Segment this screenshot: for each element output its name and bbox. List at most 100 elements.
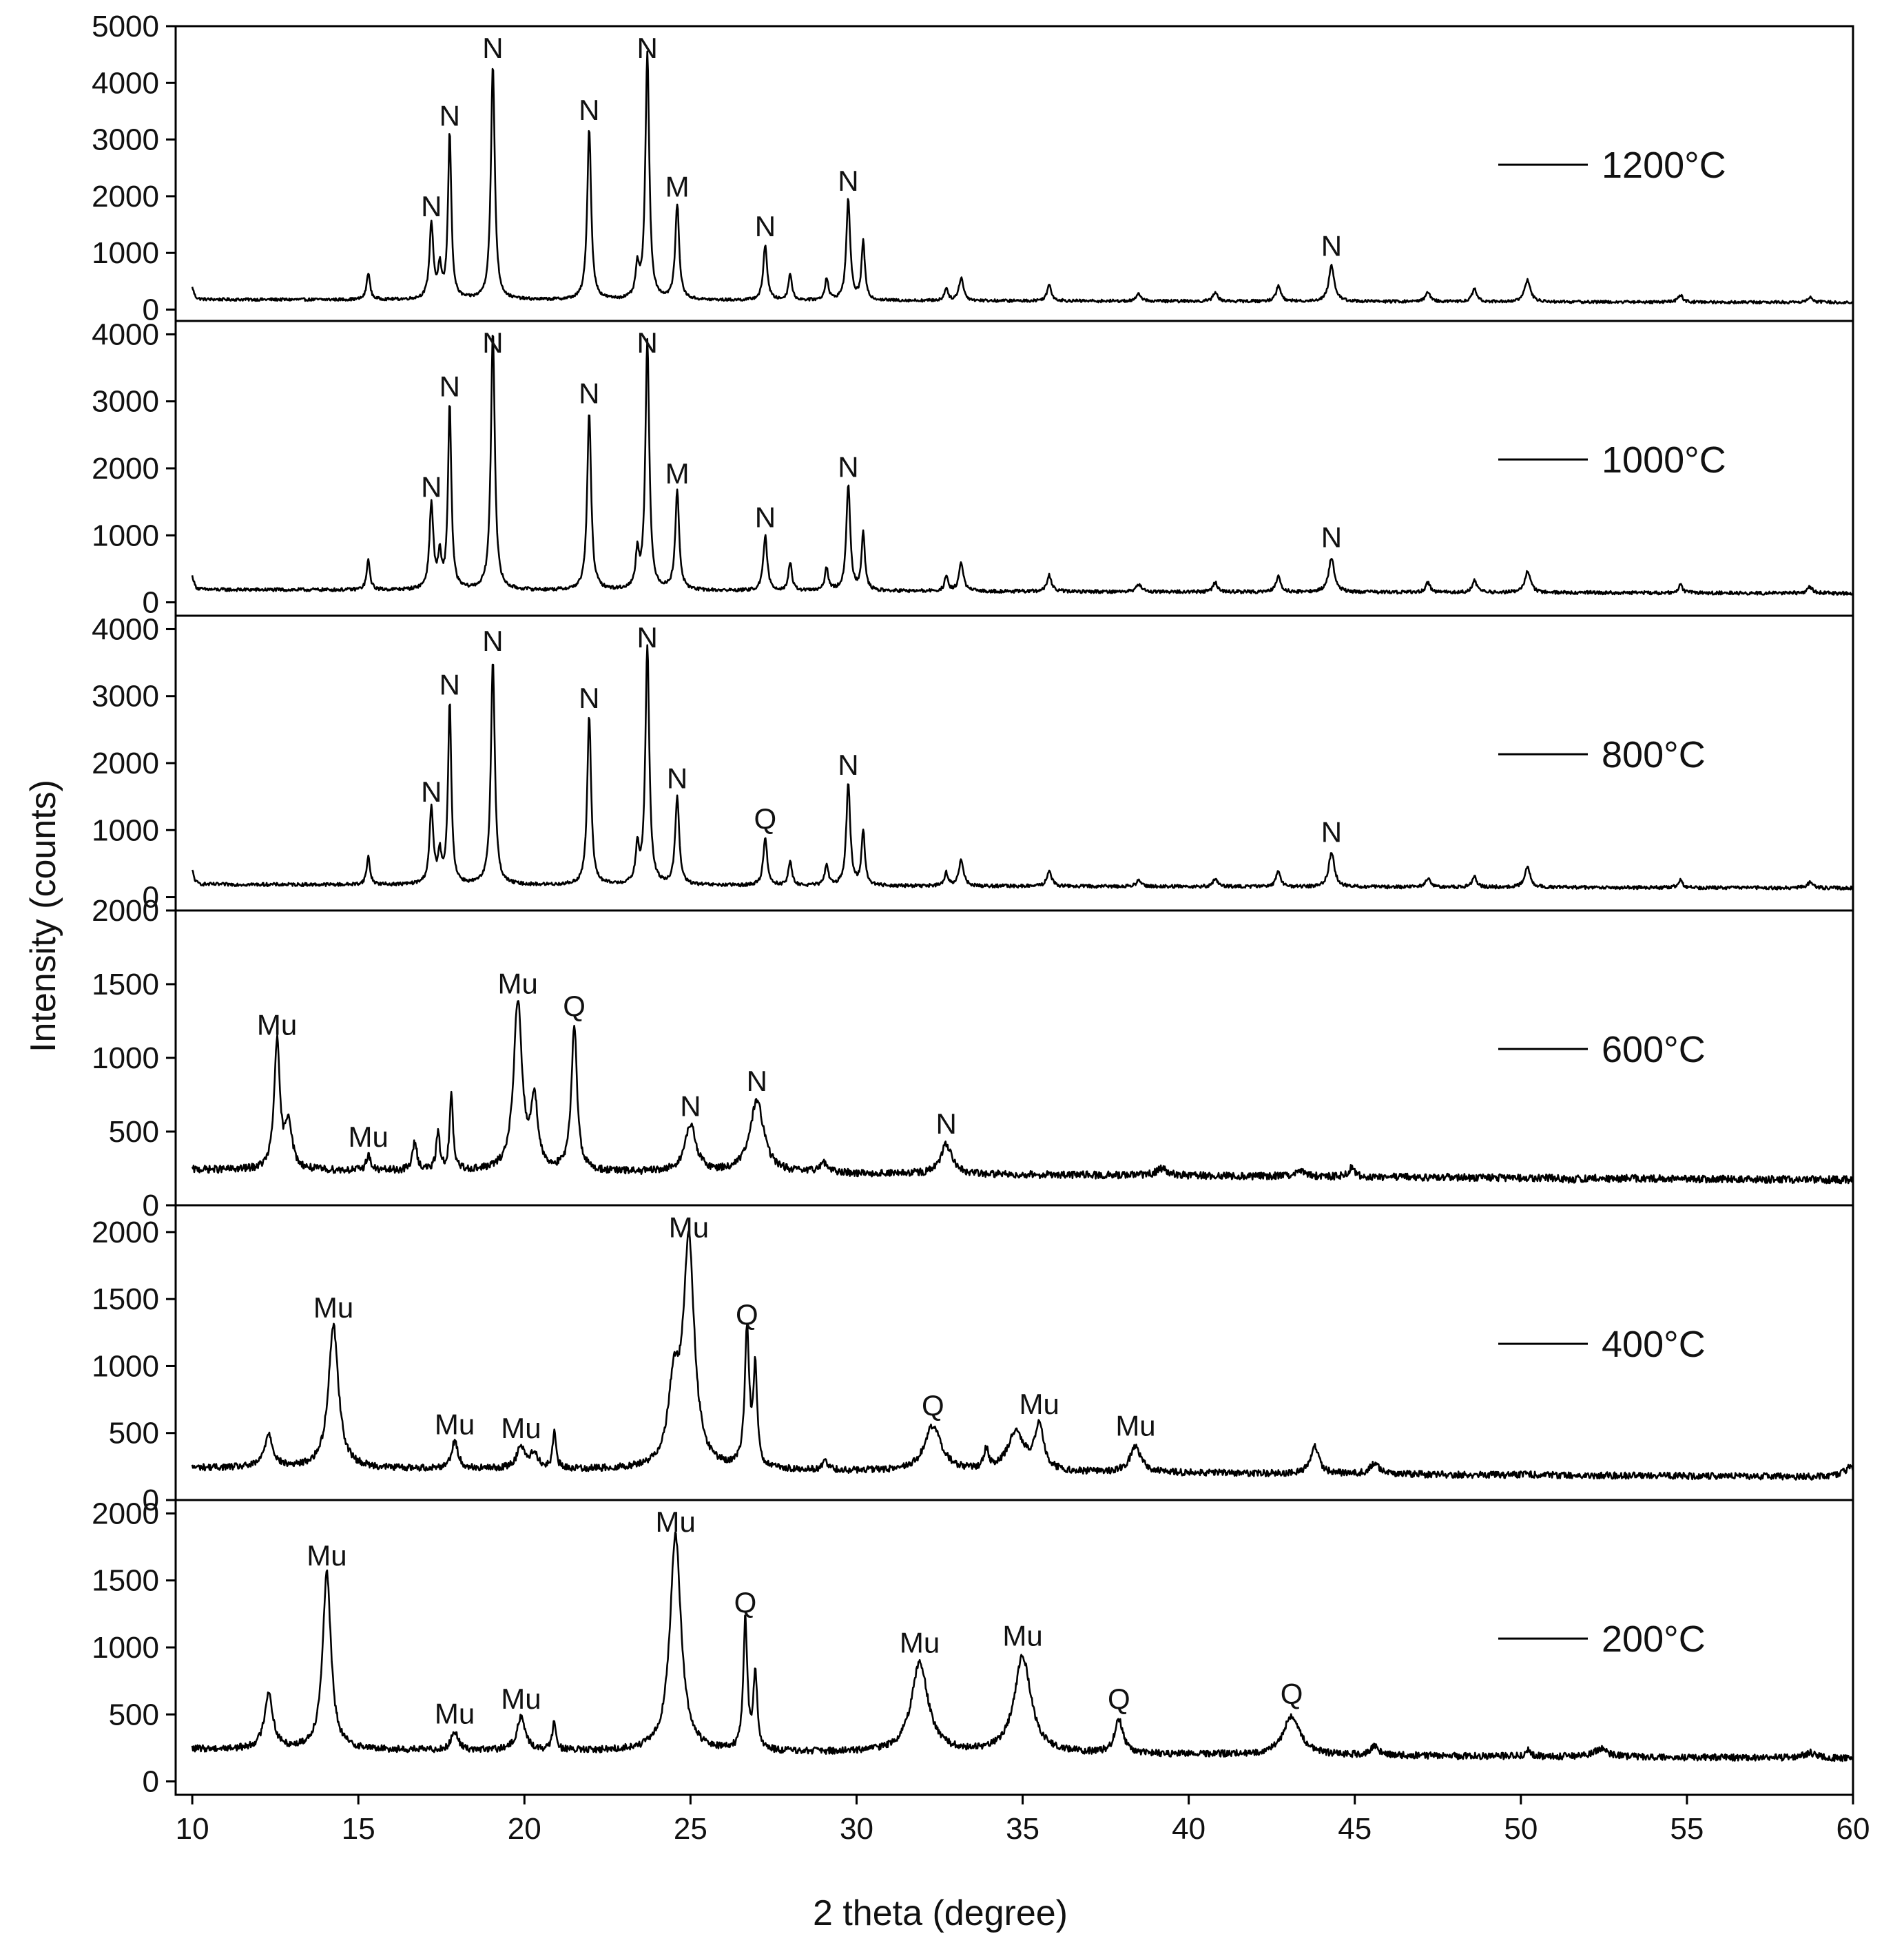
peak-label: Mu <box>655 1506 695 1538</box>
x-tick-label: 25 <box>674 1812 707 1846</box>
legend-label: 600°C <box>1602 1029 1706 1070</box>
y-tick-label: 0 <box>143 1765 159 1799</box>
y-tick-label: 1500 <box>92 968 159 1001</box>
peak-label: N <box>579 377 599 409</box>
peak-label: N <box>1321 230 1342 262</box>
y-tick-label: 4000 <box>92 66 159 100</box>
y-tick-label: 500 <box>109 1115 159 1149</box>
x-tick-label: 45 <box>1338 1812 1372 1846</box>
peak-label: N <box>439 668 460 700</box>
peak-label: N <box>838 749 858 781</box>
y-tick-label: 0 <box>143 586 159 620</box>
series-line <box>191 644 1854 891</box>
y-tick-label: 0 <box>143 1484 159 1517</box>
peak-label: Mu <box>307 1539 346 1572</box>
peak-label: N <box>482 326 503 359</box>
peak-label: Mu <box>669 1211 709 1243</box>
series-line <box>191 50 1854 305</box>
peak-label: Mu <box>497 968 537 1000</box>
legend-label: 1200°C <box>1602 145 1726 186</box>
y-tick-label: 1000 <box>92 813 159 847</box>
peak-label: Mu <box>1002 1620 1042 1652</box>
peak-label: Mu <box>257 1009 297 1041</box>
y-tick-label: 2000 <box>92 452 159 486</box>
y-tick-label: 1000 <box>92 1631 159 1665</box>
peak-label: M <box>665 457 690 490</box>
x-tick-label: 50 <box>1504 1812 1538 1846</box>
legend-label: 1000°C <box>1602 439 1726 481</box>
legend-label: 400°C <box>1602 1324 1706 1365</box>
y-tick-label: 4000 <box>92 612 159 646</box>
y-tick-label: 2000 <box>92 180 159 214</box>
peak-label: N <box>482 625 503 657</box>
x-tick-label: 60 <box>1836 1812 1870 1846</box>
legend-label: 800°C <box>1602 734 1706 776</box>
peak-label: N <box>838 450 858 483</box>
peak-label: N <box>421 471 442 503</box>
peak-label: N <box>637 621 658 654</box>
peak-label: N <box>680 1090 701 1122</box>
peak-label: Q <box>1108 1683 1130 1715</box>
peak-label: N <box>755 210 776 242</box>
panel-1200c: 0 1000 2000 3000 4000 5000 N N N N N M N N N 1200°C <box>92 10 1854 327</box>
x-tick-label: 20 <box>508 1812 541 1846</box>
peak-label: Mu <box>313 1291 353 1324</box>
y-tick-label: 500 <box>109 1417 159 1450</box>
peak-label: N <box>579 682 599 714</box>
peak-label: Mu <box>501 1683 541 1715</box>
y-tick-label: 3000 <box>92 385 159 419</box>
peak-label: N <box>747 1065 767 1097</box>
y-tick-label: 500 <box>109 1698 159 1731</box>
panels: 010002000300040005000NNNNNMNNN1200°C0100… <box>92 10 1870 1846</box>
peak-label: Q <box>563 990 586 1022</box>
y-tick-label: 2000 <box>92 1216 159 1249</box>
x-tick-label: 15 <box>342 1812 375 1846</box>
series-line <box>191 1000 1854 1185</box>
x-tick-label: 35 <box>1006 1812 1039 1846</box>
peak-label: Q <box>734 1586 757 1618</box>
panel-200c: 0 500 1000 1500 2000 Mu Mu Mu Mu Q Mu Mu Q Q 200°C <box>92 1497 1854 1799</box>
peak-label: N <box>637 32 658 64</box>
panel-400c: 0 500 1000 1500 2000 Mu Mu Mu Mu Q Q Mu Mu 400°C <box>92 1204 1854 1517</box>
peak-label: N <box>1321 521 1342 553</box>
y-tick-label: 2000 <box>92 1497 159 1530</box>
peak-label: Mu <box>435 1698 475 1730</box>
peak-label: M <box>665 170 690 202</box>
peak-label: Q <box>1281 1677 1303 1709</box>
y-tick-label: 1000 <box>92 236 159 270</box>
y-tick-label: 4000 <box>92 318 159 351</box>
y-tick-label: 1000 <box>92 519 159 552</box>
y-tick-label: 3000 <box>92 123 159 157</box>
legend-label: 200°C <box>1602 1618 1706 1660</box>
x-tick-label: 40 <box>1172 1812 1205 1846</box>
peak-label: N <box>667 762 687 795</box>
y-tick-label: 1000 <box>92 1349 159 1383</box>
peak-label: Mu <box>900 1626 940 1658</box>
y-tick-label: 0 <box>143 881 159 915</box>
y-tick-label: 2000 <box>92 894 159 928</box>
y-tick-label: 1000 <box>92 1041 159 1075</box>
peak-label: N <box>637 326 658 359</box>
peak-label: N <box>439 371 460 403</box>
series-line <box>191 335 1854 596</box>
y-tick-label: 5000 <box>92 10 159 43</box>
x-tick-label: 30 <box>840 1812 873 1846</box>
x-tick-label: 55 <box>1670 1812 1704 1846</box>
x-axis-title: 2 theta (degree) <box>813 1893 1068 1933</box>
peak-label: Mu <box>1115 1409 1155 1441</box>
peak-label: N <box>482 32 503 64</box>
peak-label: N <box>838 165 858 197</box>
y-tick-label: 1500 <box>92 1282 159 1316</box>
peak-label: Mu <box>1019 1388 1059 1420</box>
y-axis-title: Intensity (counts) <box>23 780 63 1052</box>
peak-label: N <box>579 94 599 126</box>
y-tick-label: 1500 <box>92 1564 159 1598</box>
peak-label: N <box>755 501 776 533</box>
peak-label: Q <box>736 1298 758 1331</box>
y-tick-label: 0 <box>143 293 159 327</box>
peak-label: N <box>439 99 460 132</box>
peak-label: Q <box>922 1389 944 1422</box>
